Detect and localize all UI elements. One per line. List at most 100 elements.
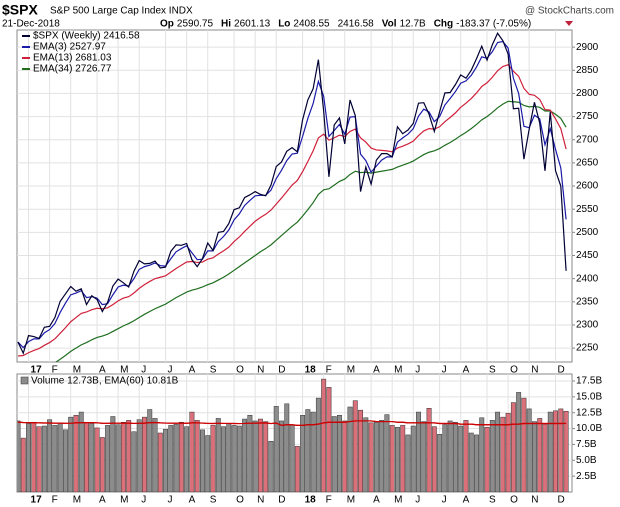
x-tick-label: D <box>278 495 285 506</box>
volume-bar <box>163 428 169 492</box>
down-arrow <box>565 21 573 26</box>
volume-bar <box>231 425 237 492</box>
volume-bar <box>268 440 274 492</box>
volume-bar <box>331 416 337 492</box>
volume-bar <box>115 424 121 492</box>
volume-bar <box>57 422 63 492</box>
x-tick-label: O <box>236 495 244 506</box>
volume-bar <box>78 411 84 492</box>
volume-bar <box>489 420 495 492</box>
volume-bar <box>337 414 342 492</box>
series-line <box>17 420 567 427</box>
x-tick-label: M <box>394 495 402 506</box>
volume-bar <box>410 425 416 492</box>
volume-bar <box>300 414 306 492</box>
y-tick-label: 2600 <box>576 181 599 192</box>
volume-bar <box>463 420 469 492</box>
plot-area <box>16 29 573 363</box>
volume-bar <box>310 411 316 492</box>
volume-bar <box>484 427 490 492</box>
volume-bar <box>452 421 458 492</box>
x-tick-label: 17 <box>31 365 43 376</box>
volume-bar <box>52 425 58 492</box>
volume-bar <box>84 421 89 492</box>
volume-bar <box>400 425 406 492</box>
series-line <box>17 64 567 357</box>
y-tick-label: 2400 <box>576 273 599 284</box>
volume-bar <box>363 417 369 492</box>
x-tick-label: O <box>510 365 518 376</box>
y-tick-label: 2900 <box>576 42 599 53</box>
volume-bar <box>510 402 516 492</box>
volume-bar <box>215 418 221 492</box>
volume-bar <box>352 400 358 492</box>
x-tick-label: J <box>415 495 420 506</box>
quote-value: -183.37 (-7.05%) <box>456 19 531 30</box>
x-tick-label: S <box>489 365 496 376</box>
volume-bar <box>532 421 537 492</box>
quote-value: 2590.75 <box>177 19 214 30</box>
volume-bar <box>342 420 348 492</box>
x-tick-label: F <box>326 365 332 376</box>
volume-bar <box>26 423 31 492</box>
volume-bar <box>226 423 232 492</box>
volume-bar <box>36 426 42 492</box>
y-tick-label: 2300 <box>576 320 599 331</box>
volume-bar <box>416 411 421 492</box>
series-line <box>17 40 567 349</box>
volume-bar <box>384 414 390 492</box>
source: @ StockCharts.com <box>525 6 614 17</box>
quote-value: 2601.13 <box>234 19 271 30</box>
x-tick-label: D <box>558 495 565 506</box>
y-tick-label: 2800 <box>576 88 599 99</box>
y-tick-label: 2.5B <box>576 471 597 482</box>
volume-bar <box>210 425 216 492</box>
volume-bar <box>458 425 464 492</box>
volume-bar <box>152 418 158 492</box>
volume-bar <box>68 416 74 492</box>
volume-bar <box>537 418 543 492</box>
volume-bar <box>273 406 279 492</box>
y-tick-label: 2250 <box>576 343 599 354</box>
y-tick-label: 2350 <box>576 296 599 307</box>
x-tick-label: A <box>373 495 380 506</box>
volume-bar <box>379 420 385 492</box>
x-tick-label: M <box>394 365 402 376</box>
legend-label: EMA(13) 2681.03 <box>33 53 112 64</box>
volume-bar <box>547 411 553 492</box>
volume-bar <box>99 437 105 492</box>
volume-bar <box>110 416 116 492</box>
volume-bar <box>247 414 253 492</box>
volume-bar <box>257 418 263 492</box>
legend-label: EMA(3) 2527.97 <box>33 42 106 53</box>
volume-bar <box>173 423 179 492</box>
quote-label: Vol <box>382 19 397 30</box>
volume-bar <box>17 420 21 492</box>
volume-bar <box>131 431 137 492</box>
x-tick-label: N <box>531 495 538 506</box>
x-tick-label: O <box>510 495 518 506</box>
volume-bar <box>142 416 147 492</box>
x-tick-label: A <box>189 495 196 506</box>
quote: Op 2590.75 Hi 2601.13 Lo 2408.55 2416.58 Vol 12.… <box>160 19 531 30</box>
volume-bar <box>242 418 248 492</box>
y-tick-label: 2500 <box>576 227 599 238</box>
volume-bar <box>41 425 47 492</box>
volume-bar <box>189 411 195 492</box>
y-tick-label: 15.0B <box>576 391 602 402</box>
volume-bar <box>178 421 184 492</box>
x-tick-label: J <box>168 495 173 506</box>
plot-marks <box>17 378 569 492</box>
volume-bar <box>479 417 485 492</box>
x-tick-label: D <box>558 365 565 376</box>
date: 21-Dec-2018 <box>2 19 60 30</box>
symbol: $SPX <box>2 2 38 18</box>
volume-bar <box>194 420 200 492</box>
volume-bar <box>279 420 284 492</box>
legend-label: $SPX (Weekly) 2416.58 <box>33 31 140 42</box>
x-tick-label: F <box>326 495 332 506</box>
y-tick-label: 5.0B <box>576 455 597 466</box>
volume-bar <box>553 410 558 492</box>
volume-bar <box>516 392 522 492</box>
